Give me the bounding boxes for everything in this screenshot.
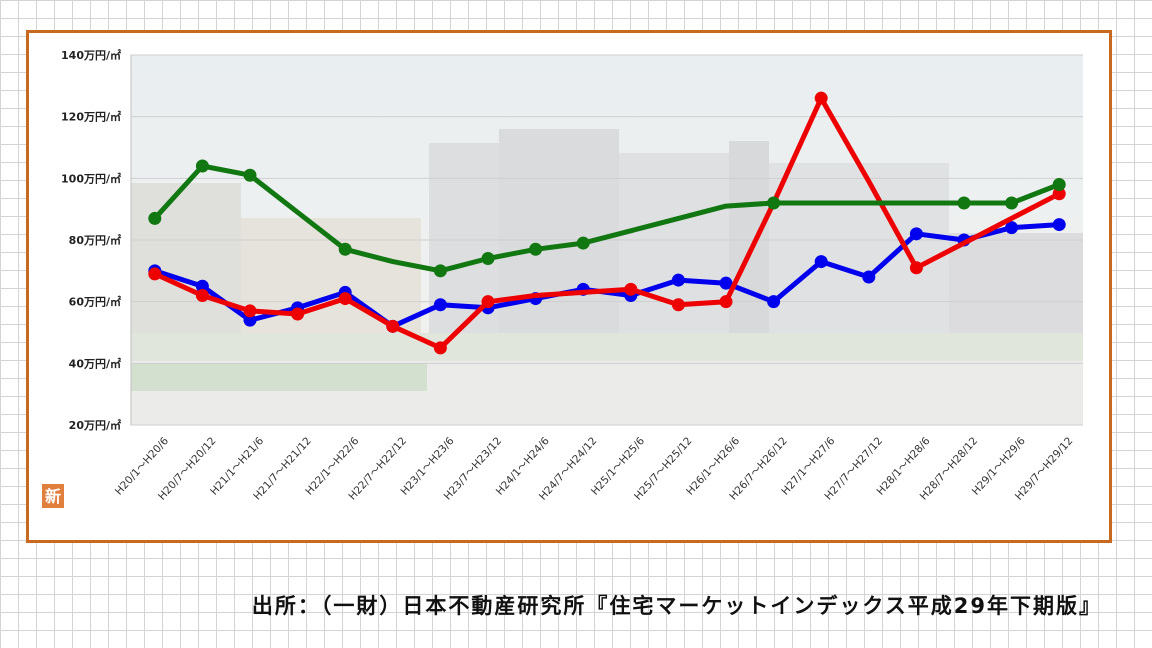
data-point (481, 252, 495, 265)
data-point (433, 298, 447, 312)
data-point (386, 319, 400, 333)
data-point (243, 313, 257, 327)
source-citation: 出所：（一財）日本不動産研究所『住宅マーケットインデックス平成29年下期版』 (251, 594, 1102, 618)
y-tick-label: 40万円/㎡ (69, 356, 121, 370)
line-chart: 20万円/㎡ 40万円/㎡ 60万円/㎡ 80万円/㎡ 100万円/㎡ 120万円/㎡ 14… (42, 48, 1083, 508)
data-point (1005, 221, 1019, 235)
data-point (909, 261, 923, 275)
new-badge-text: 新 (45, 487, 61, 506)
gridlines (131, 54, 1083, 426)
series-line (152, 163, 1062, 274)
data-point (338, 242, 352, 256)
data-point (433, 341, 447, 355)
data-point (529, 242, 543, 256)
data-point (1052, 178, 1066, 191)
data-point (1052, 187, 1066, 201)
series-2 (148, 91, 1066, 355)
y-tick-label: 60万円/㎡ (69, 295, 121, 309)
data-point (148, 267, 162, 281)
data-point (195, 159, 209, 173)
data-point (148, 211, 162, 225)
data-point (719, 295, 733, 309)
series-3 (148, 159, 1066, 278)
y-tick-label: 80万円/㎡ (69, 233, 121, 247)
data-point (671, 298, 685, 312)
series-line (152, 95, 1062, 351)
y-tick-label: 140万円/㎡ (61, 48, 121, 62)
data-point (624, 282, 638, 296)
data-point (767, 295, 781, 309)
data-point (814, 255, 828, 269)
y-tick-label: 20万円/㎡ (69, 418, 121, 432)
y-tick-label: 120万円/㎡ (61, 110, 121, 124)
x-axis: H20/1～H20/6H20/7～H20/12H21/1～H21/6H21/7～… (113, 435, 1075, 503)
data-point (1052, 218, 1066, 232)
data-point (243, 304, 257, 318)
data-point (862, 270, 876, 284)
data-point (338, 292, 352, 306)
data-point (291, 307, 305, 321)
y-tick-label: 100万円/㎡ (61, 171, 121, 185)
data-point (814, 91, 828, 105)
data-point (481, 295, 495, 309)
data-point (767, 196, 781, 210)
chart-frame: 20万円/㎡ 40万円/㎡ 60万円/㎡ 80万円/㎡ 100万円/㎡ 120万円/㎡ 14… (26, 30, 1112, 543)
y-axis: 20万円/㎡ 40万円/㎡ 60万円/㎡ 80万円/㎡ 100万円/㎡ 120万円/㎡ 14… (61, 48, 132, 432)
data-point (195, 279, 209, 293)
series-layer (148, 91, 1066, 355)
data-point (719, 276, 733, 290)
new-badge: 新 (42, 484, 64, 508)
data-point (243, 168, 257, 182)
data-point (909, 227, 923, 241)
data-point (576, 236, 590, 250)
data-point (671, 273, 685, 287)
data-point (957, 196, 971, 210)
data-point (195, 289, 209, 302)
data-point (433, 264, 447, 278)
data-point (1005, 196, 1019, 210)
